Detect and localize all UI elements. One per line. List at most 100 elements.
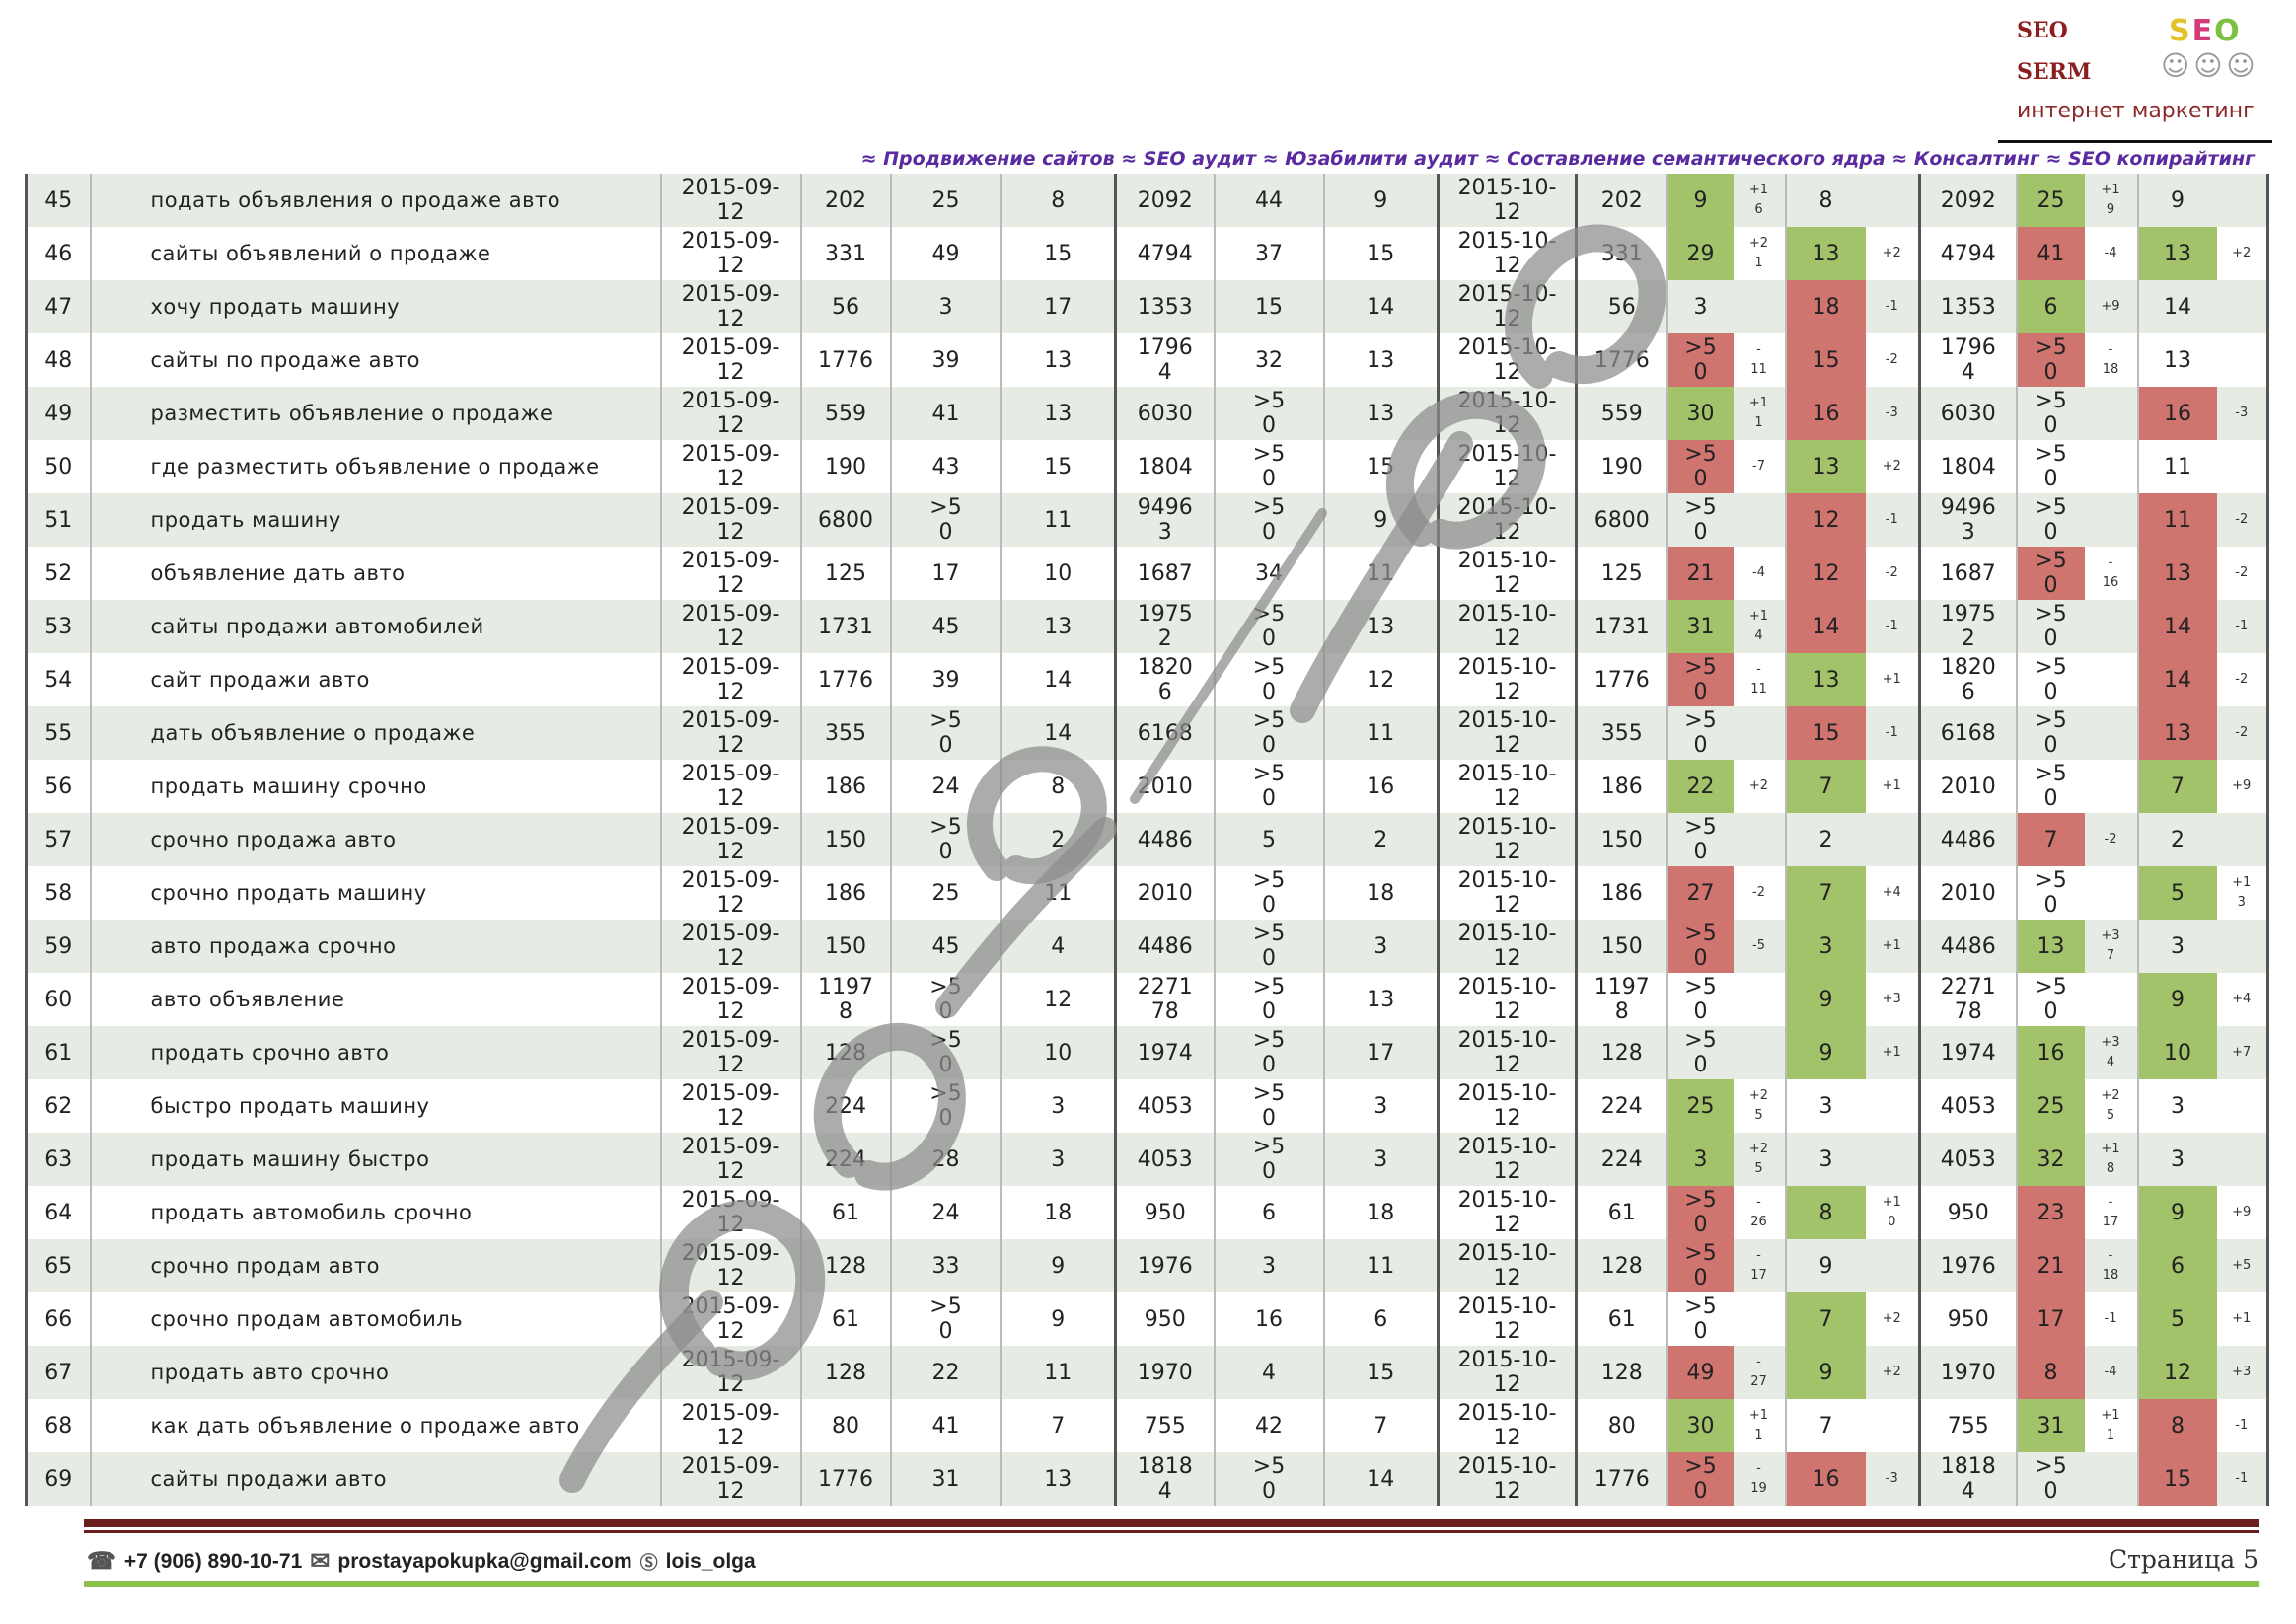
date-start: 2015-09- 12 — [659, 1292, 801, 1346]
freq-value: 24 — [889, 1186, 1001, 1239]
table-row: 63 продать машину быстро 2015-09- 12 224 28 3 4… — [25, 1133, 2268, 1186]
freq-value: 6800 — [799, 493, 891, 547]
date-end: 2015-10- 12 — [1437, 547, 1577, 600]
freq-value: 11 — [1000, 493, 1116, 547]
position-cell: 3 — [1666, 1133, 1734, 1186]
position-cell: 14 — [1784, 600, 1866, 653]
position-cell: >5 0 — [1666, 440, 1734, 493]
freq-value: >5 0 — [1213, 1452, 1324, 1506]
freq-value: >5 0 — [1213, 1079, 1324, 1133]
logo-line-serm: SERM — [2017, 59, 2092, 85]
freq-value: 6800 — [1575, 493, 1667, 547]
freq-value: 1818 4 — [1918, 1452, 2017, 1506]
row-number: 68 — [25, 1399, 91, 1452]
keyword-positions-table: 45 подать объявления о продаже авто 2015-0… — [25, 174, 2269, 1506]
position-delta: +1 — [1865, 920, 1920, 973]
footer-email[interactable]: prostayapokupka@gmail.com — [337, 1549, 632, 1573]
keyword-query: хочу продать машину — [89, 280, 661, 333]
freq-value: 950 — [1918, 1292, 2017, 1346]
position-delta — [1865, 1133, 1920, 1186]
freq-value: 4053 — [1114, 1133, 1215, 1186]
freq-value: 13 — [1322, 333, 1439, 387]
freq-value: 4486 — [1918, 920, 2017, 973]
date-end: 2015-10- 12 — [1437, 227, 1577, 280]
freq-value: 4794 — [1114, 227, 1215, 280]
date-start: 2015-09- 12 — [659, 1239, 801, 1292]
position-delta — [2084, 866, 2138, 920]
row-number: 59 — [25, 920, 91, 973]
position-cell: 9 — [2136, 1186, 2217, 1239]
position-delta: +1 9 — [2084, 174, 2138, 227]
freq-value: 1976 — [1114, 1239, 1215, 1292]
freq-value: 14 — [1000, 706, 1116, 760]
freq-value: 1353 — [1918, 280, 2017, 333]
freq-value: >5 0 — [1213, 493, 1324, 547]
keyword-query: срочно продам автомобиль — [89, 1292, 661, 1346]
keyword-query: сайты продажи автомобилей — [89, 600, 661, 653]
freq-value: 2010 — [1918, 760, 2017, 813]
position-delta: +1 1 — [1733, 387, 1786, 440]
footer-rule — [84, 1519, 2259, 1527]
freq-value: 13 — [1000, 333, 1116, 387]
date-end: 2015-10- 12 — [1437, 387, 1577, 440]
freq-value: 15 — [1322, 1346, 1439, 1399]
position-cell: 25 — [2015, 1079, 2085, 1133]
position-cell: 10 — [2136, 1026, 2217, 1079]
freq-value: 1820 6 — [1918, 653, 2017, 706]
email-icon: ✉ — [310, 1548, 331, 1575]
position-cell: 14 — [2136, 600, 2217, 653]
date-end: 2015-10- 12 — [1437, 280, 1577, 333]
position-cell: >5 0 — [1666, 1026, 1734, 1079]
date-start: 2015-09- 12 — [659, 760, 801, 813]
freq-value: 12 — [1000, 973, 1116, 1026]
date-end: 2015-10- 12 — [1437, 653, 1577, 706]
position-cell: 3 — [1666, 280, 1734, 333]
freq-value: 61 — [799, 1186, 891, 1239]
date-start: 2015-09- 12 — [659, 1186, 801, 1239]
position-delta: -18 — [2084, 1239, 2138, 1292]
freq-value: 224 — [1575, 1079, 1667, 1133]
seo-logo-mark: SEO — [2169, 14, 2242, 48]
freq-value: 150 — [799, 813, 891, 866]
freq-value: 56 — [799, 280, 891, 333]
keyword-query: срочно продать машину — [89, 866, 661, 920]
date-start: 2015-09- 12 — [659, 174, 801, 227]
date-start: 2015-09- 12 — [659, 813, 801, 866]
freq-value: >5 0 — [889, 973, 1001, 1026]
position-delta: +4 — [2216, 973, 2268, 1026]
position-cell: 16 — [1784, 387, 1866, 440]
position-delta: +2 — [1733, 760, 1786, 813]
freq-value: 7 — [1000, 1399, 1116, 1452]
row-number: 45 — [25, 174, 91, 227]
position-cell: 16 — [1784, 1452, 1866, 1506]
freq-value: 37 — [1213, 227, 1324, 280]
table-row: 52 объявление дать авто 2015-09- 12 125 17 10 1… — [25, 547, 2268, 600]
position-delta — [1865, 1239, 1920, 1292]
keyword-query: срочно продажа авто — [89, 813, 661, 866]
row-number: 57 — [25, 813, 91, 866]
position-delta: +9 — [2216, 1186, 2268, 1239]
freq-value: 13 — [1322, 973, 1439, 1026]
freq-value: >5 0 — [1213, 706, 1324, 760]
freq-value: 9 — [1322, 493, 1439, 547]
freq-value: 1820 6 — [1114, 653, 1215, 706]
position-delta: -1 — [1865, 493, 1920, 547]
position-delta: -1 — [2084, 1292, 2138, 1346]
footer-phone: +7 (906) 890-10-71 — [123, 1549, 303, 1573]
freq-value: 3 — [1213, 1239, 1324, 1292]
freq-value: 41 — [889, 387, 1001, 440]
position-delta: -4 — [1733, 547, 1786, 600]
freq-value: 1975 2 — [1918, 600, 2017, 653]
date-end: 2015-10- 12 — [1437, 440, 1577, 493]
position-delta: -3 — [1865, 1452, 1920, 1506]
position-cell: 9 — [1784, 973, 1866, 1026]
position-cell: 27 — [1666, 866, 1734, 920]
position-delta: -2 — [2216, 547, 2268, 600]
table-row: 64 продать автомобиль срочно 2015-09- 12 61 2… — [25, 1186, 2268, 1239]
freq-value: 80 — [1575, 1399, 1667, 1452]
position-cell: 3 — [1784, 1133, 1866, 1186]
position-delta: -11 — [1733, 653, 1786, 706]
freq-value: 44 — [1213, 174, 1324, 227]
position-cell: 7 — [1784, 866, 1866, 920]
freq-value: 43 — [889, 440, 1001, 493]
